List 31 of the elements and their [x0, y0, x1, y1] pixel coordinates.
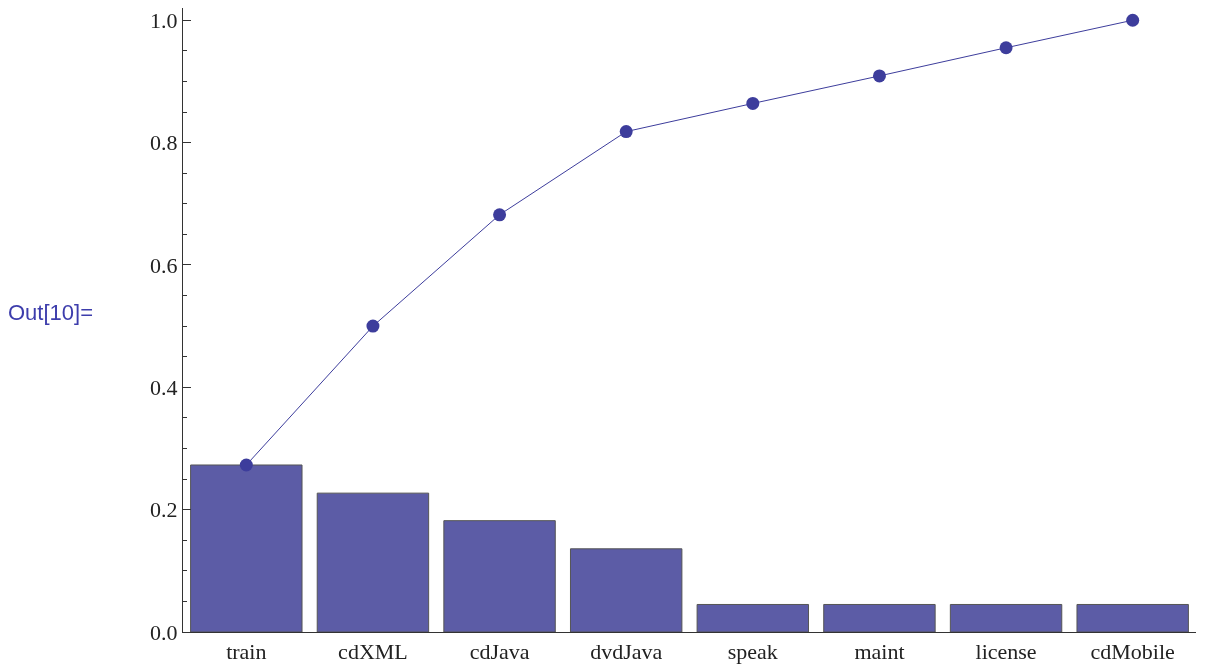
x-tick-label: cdXML [338, 639, 408, 665]
bar [949, 603, 1063, 632]
x-tick-label: speak [727, 639, 778, 665]
y-tick-label: 0.0 [150, 619, 178, 645]
x-tick-label: maint [854, 639, 905, 665]
x-tick-label: license [975, 639, 1037, 665]
x-tick-label: cdJava [469, 639, 530, 665]
y-tick-label: 0.4 [150, 374, 178, 400]
point [999, 41, 1013, 55]
bar [823, 603, 936, 632]
y-tick-label: 0.6 [150, 252, 178, 278]
bar [316, 492, 430, 632]
point [619, 125, 633, 139]
bar [696, 603, 810, 632]
bar [443, 520, 556, 632]
point [493, 208, 507, 222]
x-tick-label: dvdJava [590, 639, 663, 665]
bar [569, 548, 683, 632]
x-tick-label: cdMobile [1090, 639, 1175, 665]
y-tick-label: 0.8 [150, 130, 178, 156]
point [366, 319, 380, 333]
bar [1076, 603, 1189, 632]
y-tick-label: 0.2 [150, 497, 178, 523]
text: Out[10]= [8, 300, 94, 326]
point [872, 69, 886, 83]
y-tick-label: 1.0 [150, 7, 178, 33]
x-tick-label: train [226, 639, 267, 665]
bar [190, 464, 303, 632]
point [239, 458, 253, 472]
point [1126, 13, 1140, 27]
point [746, 96, 760, 110]
